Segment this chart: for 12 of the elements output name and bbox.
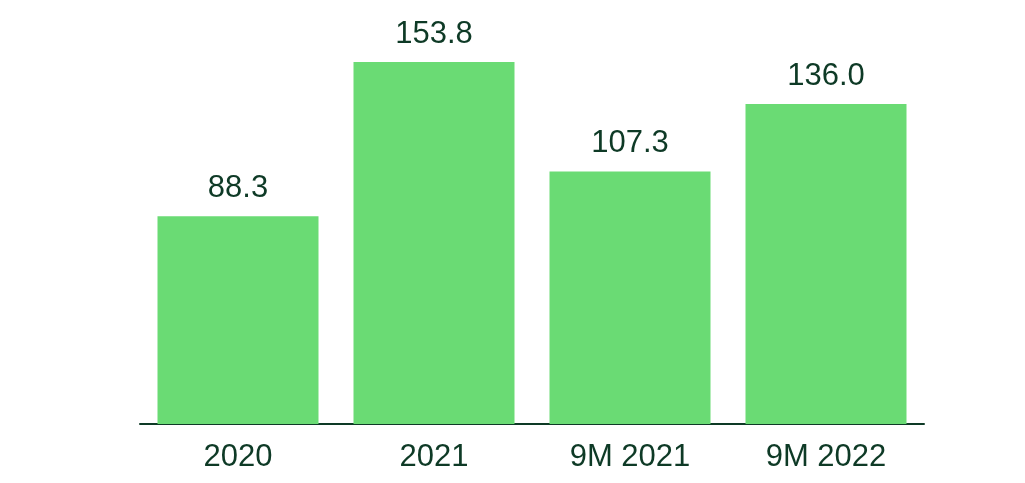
- bar: [353, 62, 515, 424]
- bar: [157, 216, 319, 424]
- x-tick-label: 9M 2022: [765, 438, 887, 473]
- bar: [745, 103, 907, 424]
- data-label: 88.3: [207, 169, 269, 205]
- x-tick-label: 9M 2021: [569, 438, 691, 473]
- x-tick-label: 2020: [203, 438, 273, 473]
- data-label: 136.0: [787, 56, 865, 92]
- data-label: 153.8: [395, 15, 473, 50]
- bar: [549, 171, 711, 424]
- x-tick-label: 2021: [399, 438, 469, 473]
- data-label: 107.3: [591, 124, 669, 160]
